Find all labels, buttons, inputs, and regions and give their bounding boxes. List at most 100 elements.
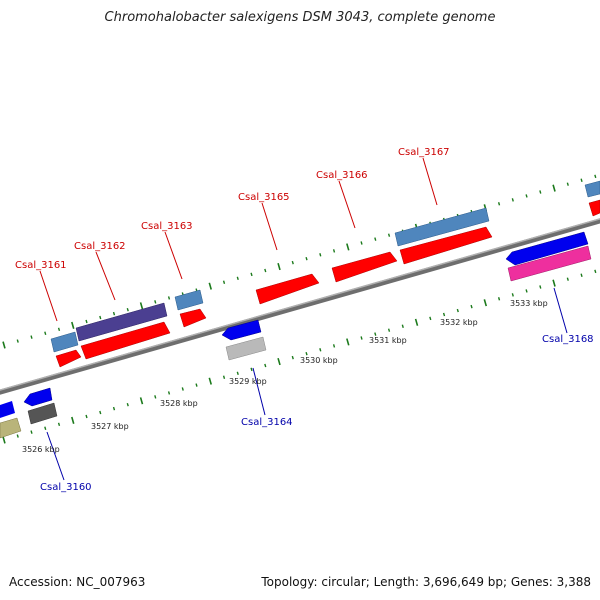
ruler-minor-tick [167, 296, 171, 300]
ruler-minor-tick [456, 308, 459, 313]
ruler-major-tick [71, 321, 75, 329]
ruler-minor-tick [30, 335, 33, 339]
ruler-minor-tick [429, 316, 432, 321]
gene-csal-3164[interactable] [221, 319, 267, 361]
ruler-minor-tick [250, 367, 253, 372]
ruler-major-tick [346, 338, 350, 346]
label-csal-3165[interactable]: Csal_3165 [238, 192, 290, 203]
ruler-minor-tick [374, 237, 377, 241]
ruler-minor-tick [264, 268, 267, 273]
ruler-minor-tick [566, 182, 569, 186]
ruler-minor-tick [442, 312, 446, 317]
ruler-minor-tick [360, 241, 363, 245]
map-title: Chromohalobacter salexigens DSM 3043, co… [104, 10, 496, 25]
ruler-minor-tick [250, 272, 253, 277]
gene-csal-3167[interactable] [394, 207, 493, 265]
label-csal-3162[interactable]: Csal_3162 [74, 241, 126, 252]
ruler-minor-tick [16, 434, 19, 438]
ruler-minor-tick [401, 324, 404, 328]
ruler-minor-tick [57, 327, 61, 332]
ruler-minor-tick [497, 202, 501, 206]
ruler-minor-tick [57, 422, 61, 427]
gene-csal-3166[interactable] [331, 251, 398, 283]
scale-label-3526: 3526 kbp [22, 445, 60, 454]
label-csal-3167[interactable]: Csal_3167 [398, 147, 450, 158]
scale-labels: 3526 kbp 3527 kbp 3528 kbp 3529 kbp 3530… [22, 299, 548, 454]
upper-scale-ruler [2, 174, 597, 349]
ruler-minor-tick [112, 311, 116, 316]
ruler-minor-tick [580, 273, 583, 277]
scale-label-3530: 3530 kbp [300, 356, 338, 365]
ruler-major-tick [2, 436, 6, 444]
forward-genes [50, 180, 600, 368]
ruler-minor-tick [511, 293, 514, 297]
ruler-minor-tick [154, 300, 157, 304]
scale-label-3531: 3531 kbp [369, 336, 407, 345]
label-csal-3160[interactable]: Csal_3160 [40, 482, 92, 493]
ruler-major-tick [139, 397, 144, 405]
ruler-minor-tick [319, 348, 322, 352]
scale-label-3528: 3528 kbp [160, 399, 198, 408]
ruler-minor-tick [291, 355, 294, 360]
ruler-minor-tick [497, 297, 501, 301]
scale-label-3532: 3532 kbp [440, 318, 478, 327]
ruler-minor-tick [332, 249, 336, 253]
ruler-minor-tick [85, 319, 88, 324]
gene-labels: Csal_3161 Csal_3162 Csal_3163 Csal_3165 … [15, 147, 594, 493]
ruler-minor-tick [236, 371, 239, 376]
ruler-minor-tick [44, 426, 47, 430]
ruler-minor-tick [305, 351, 308, 356]
scale-label-3527: 3527 kbp [91, 422, 129, 431]
reverse-genes [0, 231, 592, 439]
label-csal-3166[interactable]: Csal_3166 [316, 170, 368, 181]
ruler-minor-tick [594, 269, 597, 274]
gene-csal-3162[interactable] [75, 302, 171, 360]
ruler-minor-tick [195, 383, 198, 387]
ruler-major-tick [139, 302, 144, 310]
ruler-minor-tick [99, 315, 102, 320]
ruler-minor-tick [539, 285, 542, 289]
ruler-minor-tick [16, 339, 19, 343]
ruler-minor-tick [126, 402, 129, 407]
ruler-minor-tick [154, 395, 157, 399]
ruler-minor-tick [222, 280, 226, 284]
gene-csal-3160[interactable] [23, 387, 58, 425]
gene-partial-right[interactable] [584, 180, 600, 217]
ruler-minor-tick [374, 332, 377, 336]
ruler-major-tick [208, 377, 213, 385]
ruler-minor-tick [511, 198, 514, 202]
ruler-minor-tick [112, 406, 116, 411]
ruler-major-tick [277, 357, 281, 366]
scale-label-3533: 3533 kbp [510, 299, 548, 308]
gene-csal-3163[interactable] [174, 289, 207, 328]
ruler-minor-tick [264, 363, 267, 368]
ruler-minor-tick [181, 387, 184, 391]
gene-csal-3165[interactable] [255, 273, 320, 305]
ruler-minor-tick [525, 289, 528, 293]
gene-csal-3161[interactable] [50, 331, 82, 368]
ruler-minor-tick [332, 344, 336, 348]
gene-csal-3168[interactable] [505, 231, 592, 282]
label-csal-3163[interactable]: Csal_3163 [141, 221, 193, 232]
genome-info-text: Topology: circular; Length: 3,696,649 bp… [261, 575, 591, 589]
ruler-minor-tick [539, 190, 542, 194]
ruler-minor-tick [236, 276, 239, 281]
label-csal-3164[interactable]: Csal_3164 [241, 417, 293, 428]
ruler-minor-tick [566, 277, 569, 281]
backbone [0, 218, 600, 395]
label-csal-3168[interactable]: Csal_3168 [542, 334, 594, 345]
ruler-minor-tick [319, 253, 322, 257]
ruler-minor-tick [99, 410, 102, 415]
ruler-minor-tick [167, 391, 171, 395]
ruler-major-tick [552, 184, 556, 192]
ruler-minor-tick [85, 414, 88, 419]
ruler-minor-tick [360, 336, 363, 340]
ruler-minor-tick [387, 328, 391, 332]
ruler-major-tick [2, 341, 6, 349]
gene-partial-left[interactable] [0, 401, 22, 439]
label-csal-3161[interactable]: Csal_3161 [15, 260, 67, 271]
lower-scale-ruler [2, 269, 597, 444]
ruler-minor-tick [222, 375, 226, 379]
ruler-minor-tick [594, 174, 597, 179]
